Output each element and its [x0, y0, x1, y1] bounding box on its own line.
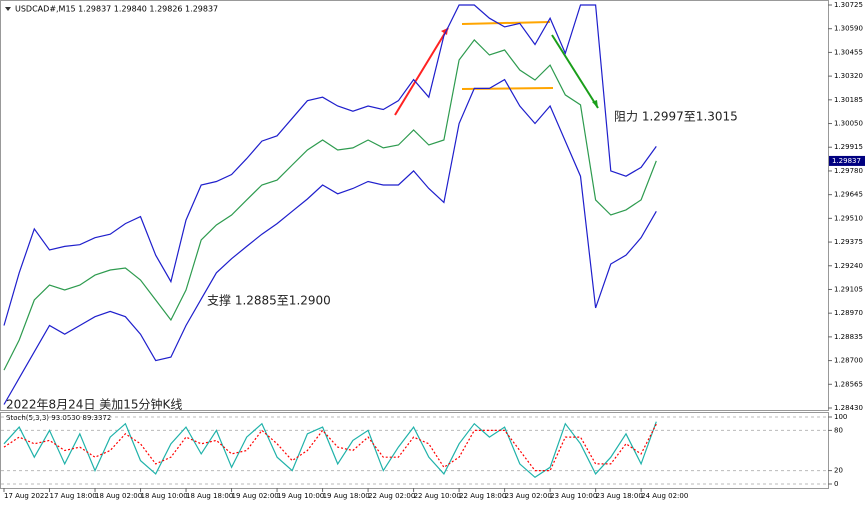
y-tick-label: 1.29645 — [834, 191, 863, 199]
range-line — [461, 21, 551, 25]
y-tick-label: 20 — [834, 467, 843, 475]
x-tick-label: 22 Aug 02:00 — [368, 492, 415, 500]
support-note: 支撑 1.2885至1.2900 — [207, 293, 331, 308]
x-tick-label: 17 Aug 18:00 — [50, 492, 97, 500]
series-line — [3, 38, 657, 371]
series-line — [3, 423, 657, 472]
arrow-head — [592, 100, 598, 108]
x-tick-label: 24 Aug 02:00 — [641, 492, 688, 500]
y-tick-label: 1.29105 — [834, 285, 863, 293]
y-tick-label: 80 — [834, 426, 843, 434]
y-tick-label: 1.28565 — [834, 380, 863, 388]
caption: 2022年8月24日 美加15分钟K线 — [6, 397, 182, 412]
y-tick-label: 1.29915 — [834, 143, 863, 151]
menu-icon[interactable] — [5, 7, 11, 11]
x-tick-label: 23 Aug 02:00 — [505, 492, 552, 500]
stoch-frame — [0, 412, 829, 489]
y-tick-label: 1.28835 — [834, 333, 863, 341]
x-tick-label: 18 Aug 10:00 — [141, 492, 188, 500]
y-tick-label: 1.29240 — [834, 262, 863, 270]
trend-arrow — [551, 34, 599, 109]
x-tick-label: 22 Aug 18:00 — [459, 492, 506, 500]
x-tick-label: 18 Aug 18:00 — [186, 492, 233, 500]
y-tick-label: 1.28700 — [834, 357, 863, 365]
resistance-note: 阻力 1.2997至1.3015 — [614, 110, 738, 124]
series-line — [3, 78, 657, 405]
y-tick-label: 1.30185 — [834, 96, 863, 104]
y-tick-label: 1.30725 — [834, 1, 863, 9]
y-tick-label: 1.29510 — [834, 214, 863, 222]
series-line — [3, 421, 657, 479]
y-tick-label: 1.28970 — [834, 309, 863, 317]
main-frame — [0, 0, 829, 411]
trend-arrow — [394, 27, 449, 116]
x-tick-label: 17 Aug 2022 — [4, 492, 49, 500]
x-tick-label: 19 Aug 18:00 — [323, 492, 370, 500]
stoch-title: Stoch(5,3,3) 93.0530 89.3372 — [6, 414, 111, 422]
y-tick-label: 0 — [834, 480, 838, 488]
x-tick-label: 23 Aug 18:00 — [596, 492, 643, 500]
y-tick-label: 1.30320 — [834, 72, 863, 80]
x-tick-label: 23 Aug 10:00 — [550, 492, 597, 500]
y-tick-label: 1.30455 — [834, 48, 863, 56]
chart-title: USDCAD#,M15 1.29837 1.29840 1.29826 1.29… — [15, 5, 218, 14]
y-tick-label: 1.30590 — [834, 25, 863, 33]
series-line — [3, 4, 657, 326]
y-tick-label: 1.28430 — [834, 404, 863, 412]
x-tick-label: 19 Aug 02:00 — [232, 492, 279, 500]
x-tick-label: 19 Aug 10:00 — [277, 492, 324, 500]
y-tick-label: 1.30050 — [834, 120, 863, 128]
y-tick-label: 100 — [834, 413, 847, 421]
x-tick-label: 22 Aug 10:00 — [414, 492, 461, 500]
price-label: 1.29837 — [832, 157, 861, 165]
y-tick-label: 1.29780 — [834, 167, 863, 175]
x-tick-label: 18 Aug 02:00 — [95, 492, 142, 500]
y-tick-label: 1.29375 — [834, 238, 863, 246]
price-marker — [829, 155, 865, 166]
